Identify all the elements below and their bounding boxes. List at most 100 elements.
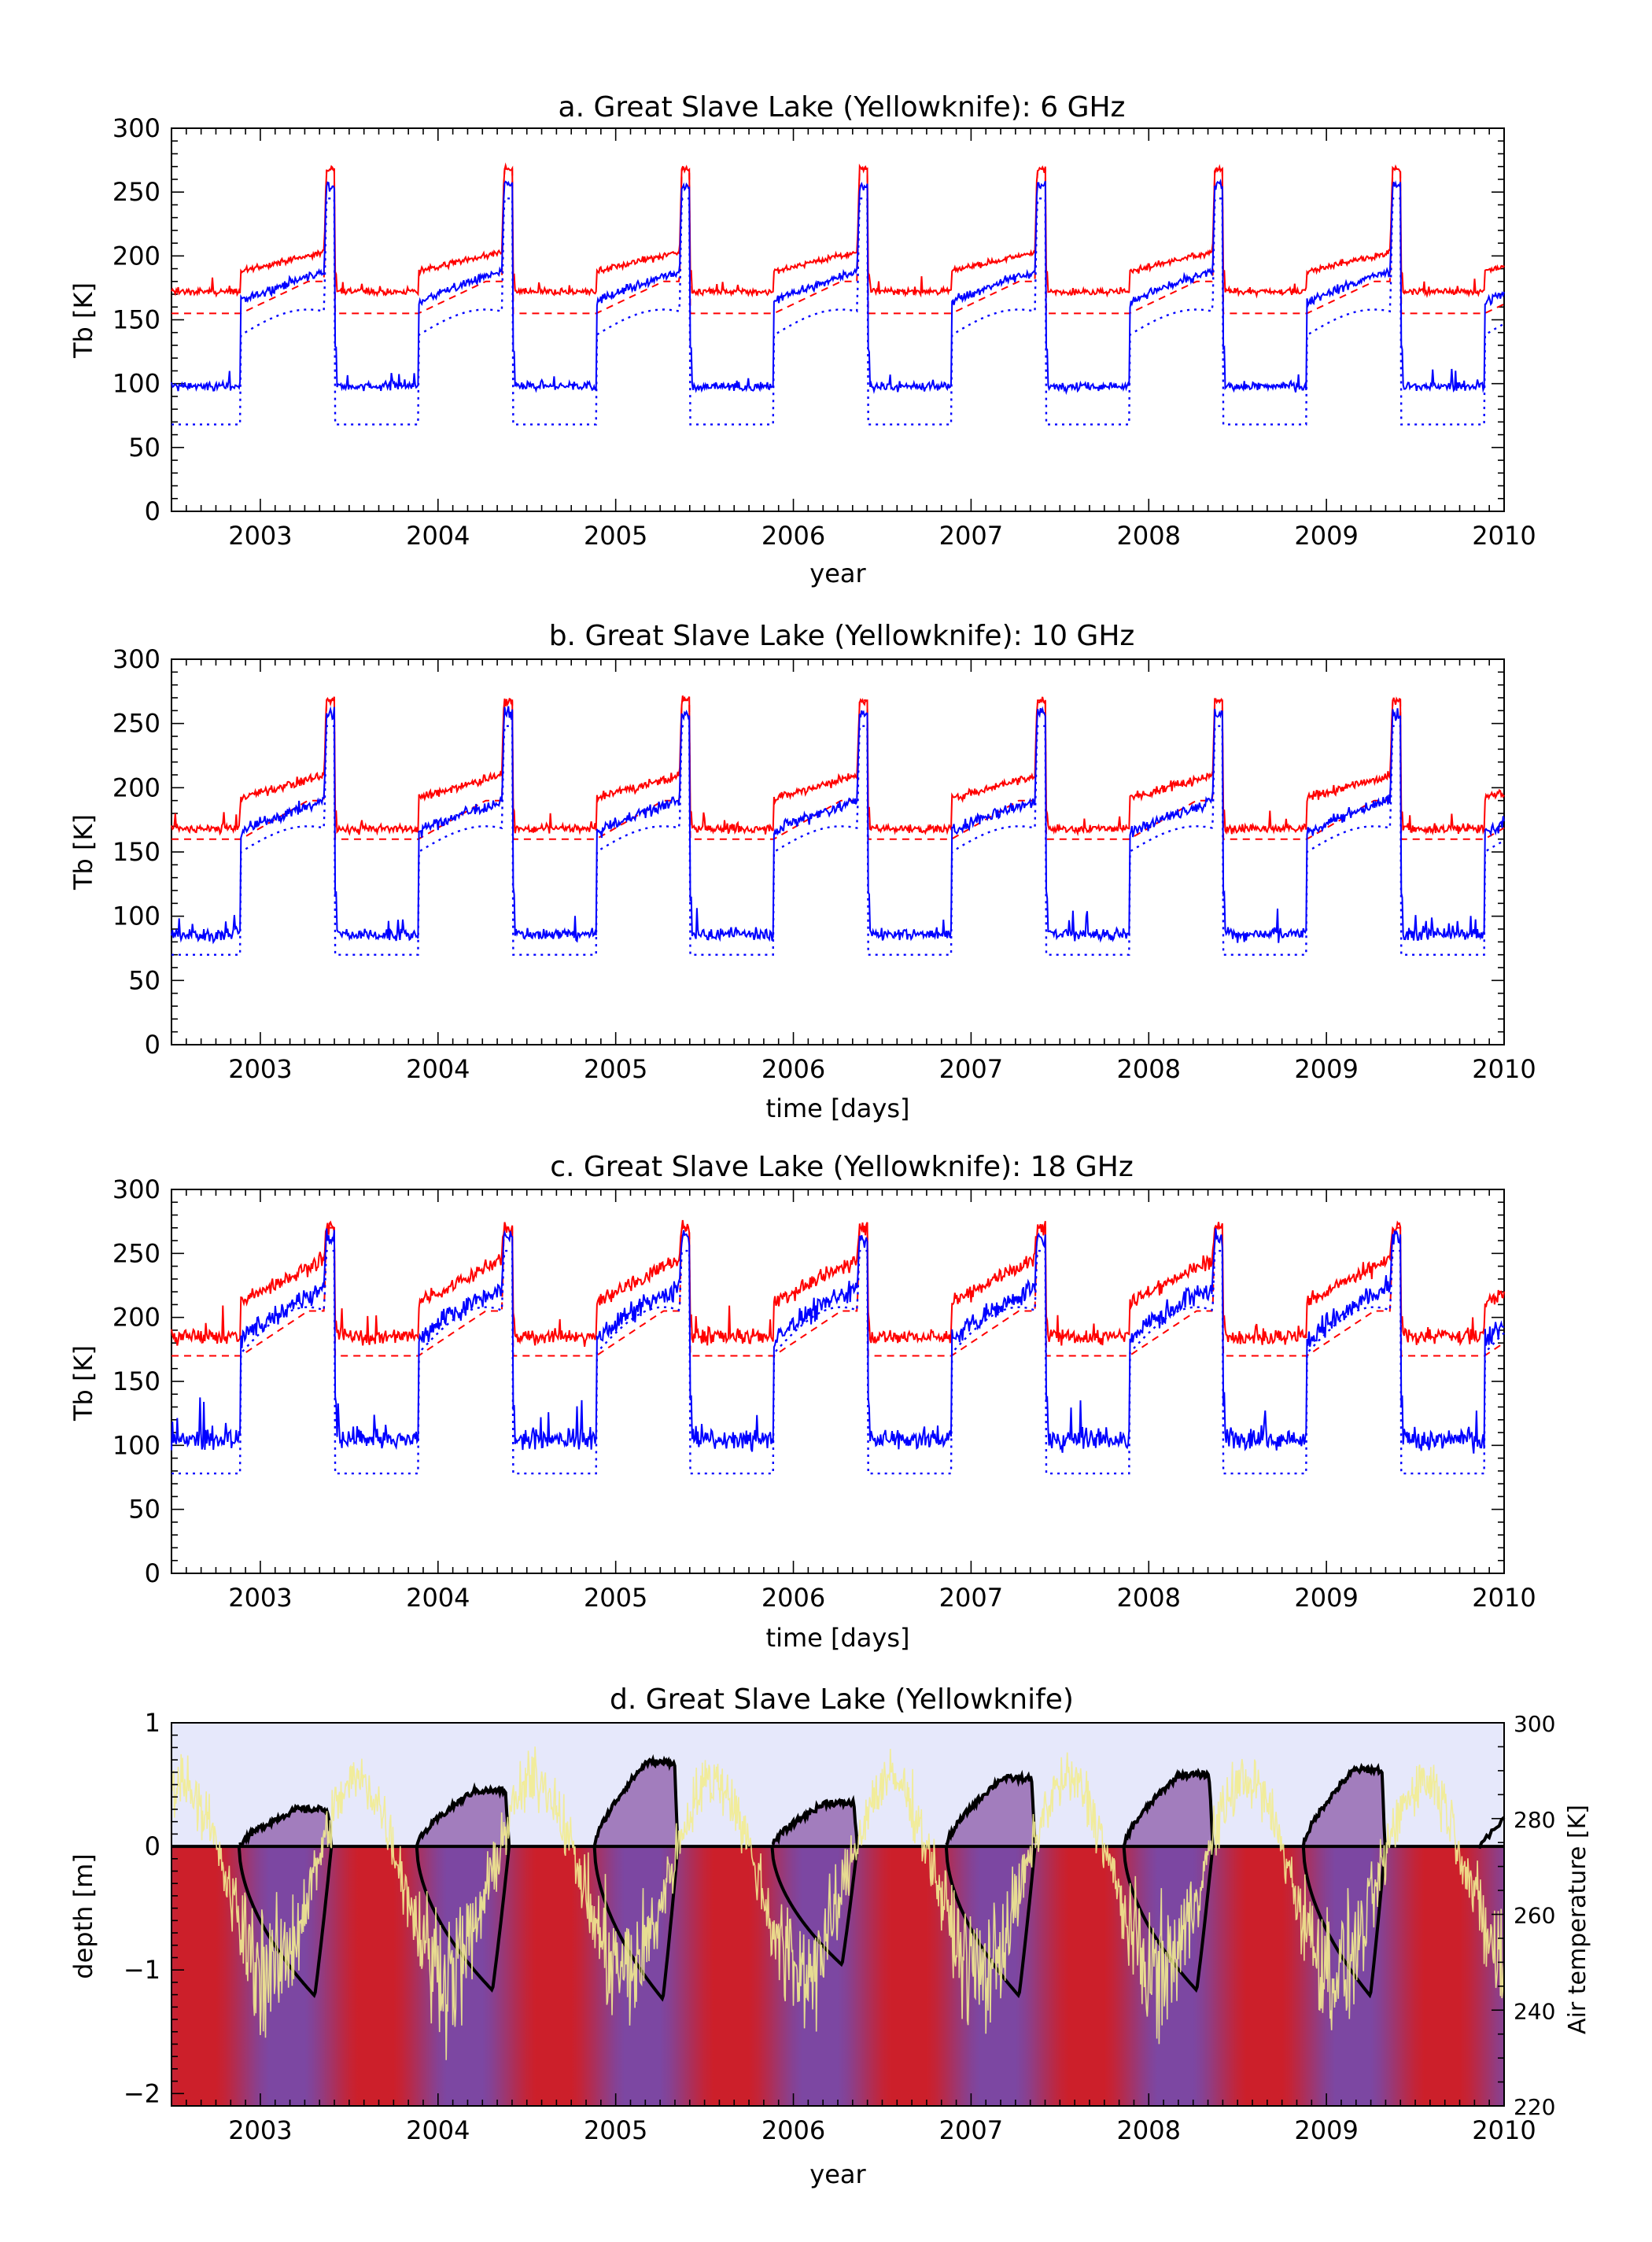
panel-a: a. Great Slave Lake (Yellowknife): 6 GHz… bbox=[68, 91, 1536, 588]
y2-tick-label: 220 bbox=[1514, 2094, 1555, 2120]
panel-d: d. Great Slave Lake (Yellowknife) 2003 20… bbox=[68, 1683, 1591, 2189]
x-tick-label: 2006 bbox=[761, 1054, 825, 1084]
y-tick-label: 150 bbox=[112, 837, 160, 867]
h-pol-model-line bbox=[171, 168, 1505, 315]
snow-depth-line bbox=[1301, 1762, 1387, 1847]
panel-b-plot-area: 2003 2004 2005 2006 2007 2008 2009 2010 0 50 100 15… bbox=[112, 644, 1536, 1084]
x-tick-label: 2004 bbox=[406, 521, 470, 551]
y-tick-label: 50 bbox=[128, 1495, 160, 1525]
v-pol-model-line bbox=[171, 725, 1505, 956]
v-pol-model-line bbox=[171, 1249, 1505, 1475]
x-tick-label: 2006 bbox=[761, 1583, 825, 1613]
h-pol-observed-line bbox=[171, 695, 1505, 837]
x-tick-label: 2004 bbox=[406, 1583, 470, 1613]
plot-frame bbox=[171, 1189, 1505, 1574]
snow-cover-fill bbox=[1123, 1772, 1213, 1847]
y-tick-label: 100 bbox=[112, 369, 160, 399]
y-tick-label: 0 bbox=[145, 1831, 160, 1861]
y-tick-label: 150 bbox=[112, 305, 160, 335]
y-tick-label: 50 bbox=[128, 965, 160, 995]
panel-d-title: d. Great Slave Lake (Yellowknife) bbox=[610, 1683, 1074, 1716]
v-pol-observed-line bbox=[171, 706, 1505, 945]
x-tick-label: 2008 bbox=[1117, 521, 1181, 551]
y-tick-label: −2 bbox=[124, 2078, 160, 2108]
y-tick-label: 100 bbox=[112, 902, 160, 931]
x-tick-label: 2009 bbox=[1294, 1054, 1358, 1084]
y2-tick-label: 240 bbox=[1514, 1998, 1555, 2024]
y-tick-label: 300 bbox=[112, 1174, 160, 1204]
panel-c-plot-area: 2003 2004 2005 2006 2007 2008 2009 2010 0 50 100 15… bbox=[112, 1174, 1536, 1613]
x-tick-label: 2007 bbox=[939, 1583, 1003, 1613]
snow-depth-line bbox=[238, 1803, 334, 1848]
y2-tick-label: 280 bbox=[1514, 1807, 1555, 1833]
h-pol-model-line bbox=[171, 1226, 1505, 1357]
x-tick-label: 2010 bbox=[1472, 1583, 1536, 1613]
panel-b-title: b. Great Slave Lake (Yellowknife): 10 GH… bbox=[549, 620, 1135, 652]
y-tick-label: 250 bbox=[112, 709, 160, 739]
snow-depth-line bbox=[1477, 1816, 1506, 1849]
panel-c: c. Great Slave Lake (Yellowknife): 18 GH… bbox=[68, 1151, 1536, 1653]
y2-tick-label: 260 bbox=[1514, 1903, 1555, 1929]
v-pol-model-line bbox=[171, 197, 1505, 426]
snow-depth-line bbox=[1122, 1768, 1215, 1847]
panel-a-title: a. Great Slave Lake (Yellowknife): 6 GHz bbox=[559, 91, 1126, 124]
panel-a-plot-area: 2003 2004 2005 2006 2007 2008 2009 2010 0 50 100 15… bbox=[112, 113, 1536, 551]
panel-d-y-axis-label: depth [m] bbox=[68, 1853, 98, 1978]
ice-thickness-line bbox=[944, 1846, 1037, 1999]
x-tick-label: 2006 bbox=[761, 2115, 825, 2145]
x-tick-label: 2009 bbox=[1294, 2115, 1358, 2145]
y-tick-label: 300 bbox=[112, 644, 160, 674]
x-tick-label: 2008 bbox=[1117, 1054, 1181, 1084]
x-tick-label: 2003 bbox=[228, 2115, 292, 2145]
panel-b-y-axis-label: Tb [K] bbox=[68, 814, 98, 891]
panel-c-x-axis-label: time [days] bbox=[766, 1623, 910, 1653]
x-tick-label: 2008 bbox=[1117, 1583, 1181, 1613]
h-pol-model-line bbox=[171, 699, 1505, 840]
y-tick-label: −1 bbox=[124, 1955, 160, 1985]
y-tick-label: 150 bbox=[112, 1366, 160, 1396]
panel-c-y-axis-label: Tb [K] bbox=[68, 1345, 98, 1422]
snow-depth-line bbox=[945, 1769, 1037, 1846]
x-tick-label: 2006 bbox=[761, 521, 825, 551]
panel-b-x-axis-label: time [days] bbox=[766, 1093, 910, 1123]
x-tick-label: 2005 bbox=[584, 521, 647, 551]
y-tick-label: 200 bbox=[112, 1303, 160, 1333]
y-tick-label: 250 bbox=[112, 1238, 160, 1268]
y-tick-label: 200 bbox=[112, 773, 160, 802]
y-tick-label: 250 bbox=[112, 177, 160, 207]
x-tick-label: 2003 bbox=[228, 521, 292, 551]
panel-d-x-axis-label: year bbox=[809, 2159, 866, 2189]
x-tick-label: 2010 bbox=[1472, 521, 1536, 551]
y-tick-label: 200 bbox=[112, 241, 160, 271]
snow-cover-fill bbox=[594, 1759, 678, 1847]
snow-cover-fill bbox=[946, 1776, 1035, 1847]
x-tick-label: 2007 bbox=[939, 2115, 1003, 2145]
plot-frame bbox=[171, 127, 1505, 512]
y-tick-label: 0 bbox=[145, 1558, 160, 1588]
snow-cover-fill bbox=[416, 1787, 510, 1847]
snow-depth-line bbox=[415, 1782, 511, 1847]
snow-depth-line bbox=[592, 1753, 680, 1847]
snow-cover-fill bbox=[238, 1806, 332, 1847]
x-tick-label: 2007 bbox=[939, 1054, 1003, 1084]
snow-cover-fill bbox=[772, 1800, 857, 1847]
x-tick-label: 2004 bbox=[406, 2115, 470, 2145]
v-pol-observed-line bbox=[171, 1228, 1505, 1454]
water-column bbox=[171, 1846, 1504, 2106]
v-pol-observed-line bbox=[171, 179, 1505, 396]
x-tick-label: 2005 bbox=[584, 1583, 647, 1613]
x-tick-label: 2005 bbox=[584, 2115, 647, 2145]
panel-a-y-axis-label: Tb [K] bbox=[68, 282, 98, 359]
plot-frame bbox=[171, 658, 1505, 1045]
x-tick-label: 2004 bbox=[406, 1054, 470, 1084]
y-tick-label: 0 bbox=[145, 1030, 160, 1060]
h-pol-observed-line bbox=[171, 1219, 1505, 1348]
x-tick-label: 2008 bbox=[1117, 2115, 1181, 2145]
y-tick-label: 1 bbox=[145, 1708, 160, 1738]
y-tick-label: 100 bbox=[112, 1430, 160, 1460]
panel-d-y2-axis-label: Air temperature [K] bbox=[1564, 1805, 1591, 2034]
panel-c-title: c. Great Slave Lake (Yellowknife): 18 GH… bbox=[550, 1151, 1134, 1183]
y-tick-label: 0 bbox=[145, 496, 160, 526]
x-tick-label: 2009 bbox=[1294, 521, 1358, 551]
y-tick-label: 50 bbox=[128, 433, 160, 463]
